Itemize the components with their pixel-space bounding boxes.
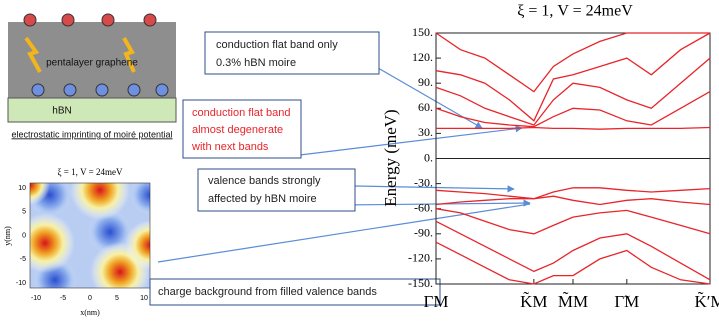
chart-title: ξ = 1, V = 24meV bbox=[517, 3, 633, 20]
inset-title: ξ = 1, V = 24meV bbox=[58, 167, 123, 177]
y-tick-label: -120. bbox=[408, 251, 433, 265]
y-tick-label: 120. bbox=[412, 50, 433, 64]
y-tick-label: -60. bbox=[414, 200, 433, 214]
band-line bbox=[435, 208, 711, 235]
inset-y-tick-label: 0 bbox=[22, 232, 26, 239]
y-tick-label: -150. bbox=[408, 276, 433, 290]
annotation-text: with next bands bbox=[191, 141, 269, 153]
annotation-box bbox=[149, 278, 441, 306]
bottom-charges bbox=[31, 83, 169, 97]
band-line bbox=[435, 241, 711, 285]
inset-y-label: y(nm) bbox=[3, 226, 12, 246]
arrow bbox=[299, 125, 523, 156]
band-line bbox=[435, 32, 710, 93]
band-line bbox=[436, 126, 711, 130]
arrow bbox=[339, 199, 531, 207]
y-tick-label: 30. bbox=[418, 125, 433, 139]
inset-x-tick-label: 0 bbox=[88, 295, 92, 302]
x-tick-label: K̃M bbox=[520, 292, 547, 311]
x-tick-label: Γ̃M bbox=[614, 292, 639, 311]
inset-x-tick-label: 5 bbox=[115, 295, 119, 302]
y-axis-label: Energy (meV) bbox=[381, 109, 400, 206]
hbn-layer bbox=[7, 97, 177, 123]
band-line bbox=[435, 220, 711, 281]
inset-y-tick-label: -5 bbox=[20, 256, 26, 263]
arrow bbox=[354, 185, 515, 193]
annotation-text: almost degenerate bbox=[192, 124, 283, 136]
schematic-caption: electrostatic imprinting of moiré potent… bbox=[11, 129, 172, 139]
x-tick-label: ΓM bbox=[424, 292, 449, 311]
layer-label: pentalayer graphene bbox=[46, 58, 138, 69]
y-tick-label: 150. bbox=[412, 25, 433, 39]
inset: ξ = 1, V = 24meV y(nm) x(nm) 10 5 0 -5 -10 -1… bbox=[3, 167, 151, 317]
band-line bbox=[435, 32, 711, 122]
top-charges bbox=[23, 13, 157, 27]
annotation-box bbox=[204, 31, 380, 75]
inset-y-tick-label: 5 bbox=[22, 209, 26, 216]
schematic: pentalayer graphene hBN electrostatic im… bbox=[7, 13, 177, 139]
annotation-text: conduction flat band only bbox=[216, 39, 338, 51]
inset-x-label: x(nm) bbox=[80, 308, 100, 317]
field-bolt bbox=[122, 37, 136, 73]
y-tick-label: 0. bbox=[424, 150, 433, 164]
inset-y-tick-label: -10 bbox=[16, 280, 26, 287]
band-line bbox=[435, 57, 711, 126]
band-line bbox=[435, 187, 711, 200]
heatmap bbox=[30, 183, 150, 288]
annotation-box bbox=[182, 99, 302, 159]
annotation-box bbox=[197, 168, 356, 212]
x-tick-label: M̃M bbox=[558, 292, 588, 311]
y-tick-label: 60. bbox=[418, 100, 433, 114]
band-chart: ξ = 1, V = 24meV Energy (meV) 150. 120. 90… bbox=[381, 3, 719, 311]
y-tick-label: -90. bbox=[414, 226, 433, 240]
annotation-text: valence bands strongly bbox=[208, 175, 321, 187]
arrows bbox=[157, 67, 531, 263]
field-bolt bbox=[24, 36, 42, 73]
substrate-label: hBN bbox=[52, 106, 71, 117]
inset-x-tick-label: 10 bbox=[140, 295, 148, 302]
y-tick-label: -30. bbox=[414, 175, 433, 189]
band-line bbox=[435, 195, 711, 206]
annotation-text: 0.3% hBN moire bbox=[216, 57, 296, 69]
annotation-text: charge background from filled valence ba… bbox=[158, 286, 377, 298]
inset-x-tick-label: -10 bbox=[31, 295, 41, 302]
x-tick-label: K̃′M bbox=[694, 292, 719, 311]
annotations: conduction flat band only 0.3% hBN moire… bbox=[149, 31, 441, 306]
arrow bbox=[157, 203, 531, 263]
inset-x-tick-label: -5 bbox=[60, 295, 66, 302]
annotation-text: conduction flat band bbox=[192, 107, 290, 119]
band-line bbox=[435, 91, 711, 128]
y-tick-label: 90. bbox=[418, 75, 433, 89]
annotation-text: affected by hBN moire bbox=[208, 193, 317, 205]
inset-y-tick-label: 10 bbox=[18, 185, 26, 192]
